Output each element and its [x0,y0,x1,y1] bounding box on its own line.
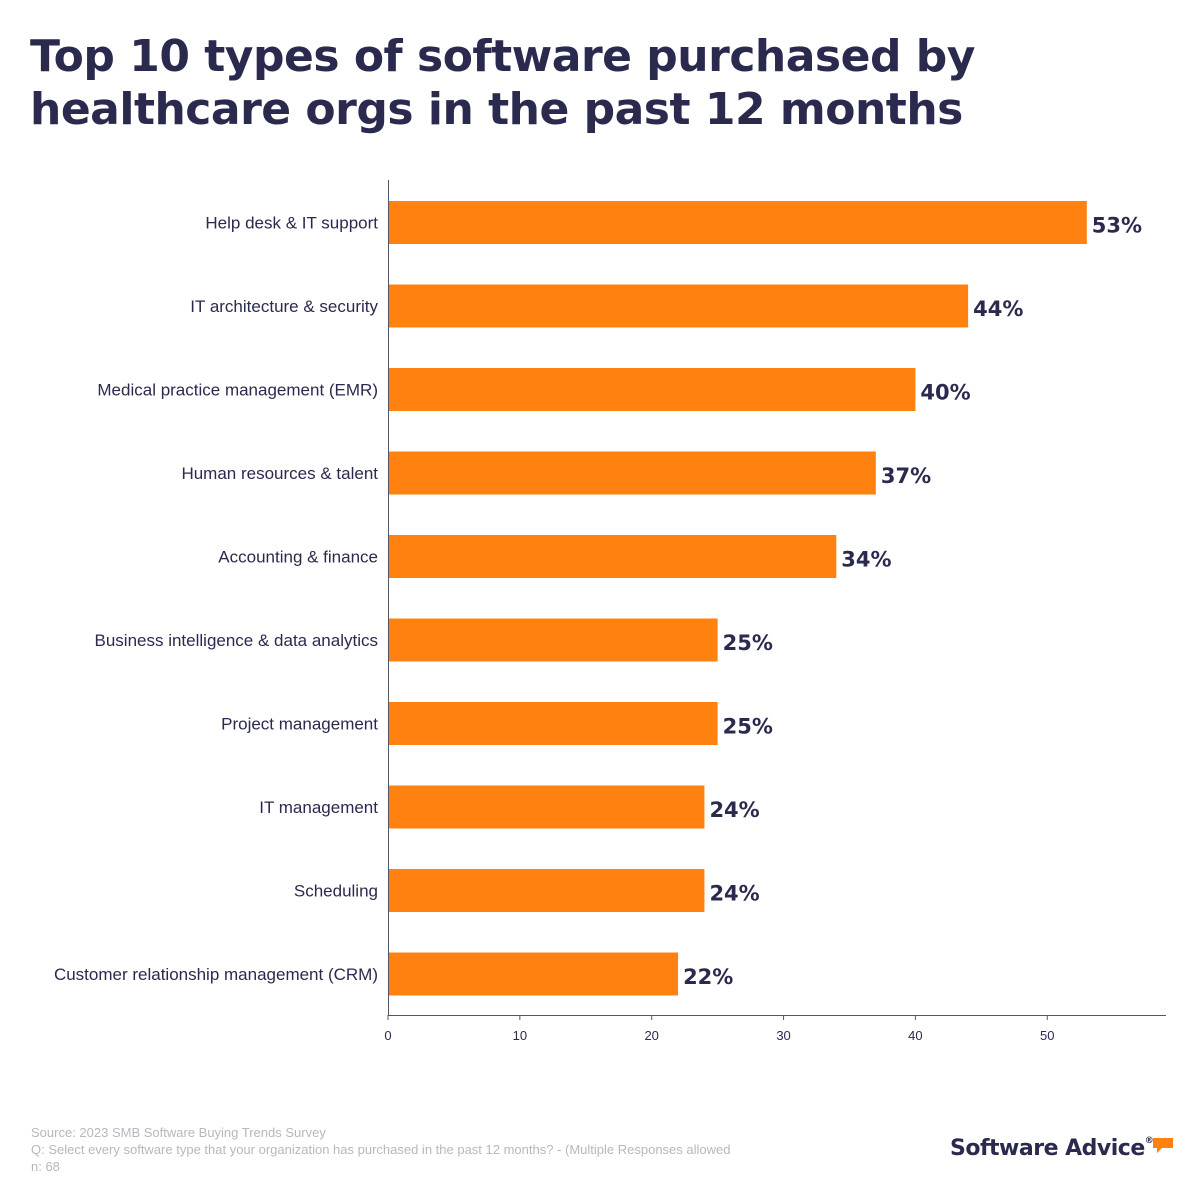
value-label: 24% [709,882,759,906]
bar [389,451,876,495]
speech-bubble-icon [1153,1138,1173,1153]
bar [389,869,705,912]
bar [389,952,679,996]
value-label: 37% [881,464,931,488]
chart-title-line-2: healthcare orgs in the past 12 months [30,84,963,135]
x-tick-label: 50 [1040,1028,1054,1043]
value-label: 44% [973,297,1023,321]
bar-chart: Help desk & IT support 53% IT architecture… [54,180,1166,1043]
x-tick-label: 40 [908,1028,922,1043]
value-label: 34% [841,548,891,572]
value-label: 22% [683,965,733,989]
x-tick-label: 10 [513,1028,527,1043]
category-label: Scheduling [294,882,378,901]
x-tick-label: 20 [644,1028,658,1043]
bar [389,702,718,745]
question-note: Q: Select every software type that your … [31,1142,731,1157]
bar [389,284,969,328]
sample-size-note: n: 68 [31,1159,60,1174]
bar [389,368,916,411]
category-label: Project management [221,715,378,734]
category-label: Business intelligence & data analytics [95,631,379,650]
source-note: Source: 2023 SMB Software Buying Trends … [31,1125,326,1140]
category-label: IT architecture & security [190,297,378,316]
value-label: 40% [920,381,970,405]
bar [389,618,718,662]
x-tick-label: 0 [384,1028,391,1043]
x-tick-label: 30 [776,1028,790,1043]
category-label: Customer relationship management (CRM) [54,965,378,984]
bar [389,535,837,578]
category-label: Medical practice management (EMR) [97,381,378,400]
value-label: 53% [1092,214,1142,238]
chart-title-line-1: Top 10 types of software purchased by [30,31,975,82]
value-label: 25% [723,631,773,655]
chart-title: Top 10 types of software purchased by he… [30,30,1130,136]
category-label: Help desk & IT support [205,214,378,233]
value-label: 25% [723,715,773,739]
bar [389,785,705,829]
logo-name: Software Advice [950,1136,1145,1161]
category-label: Accounting & finance [218,548,378,567]
category-label: IT management [259,798,378,817]
logo-wordmark: Software Advice® [950,1136,1154,1161]
value-label: 24% [709,798,759,822]
logo-registered-mark: ® [1144,1136,1154,1146]
chart-footer: Source: 2023 SMB Software Buying Trends … [31,1124,831,1175]
bar [389,201,1087,244]
category-label: Human resources & talent [181,464,378,483]
